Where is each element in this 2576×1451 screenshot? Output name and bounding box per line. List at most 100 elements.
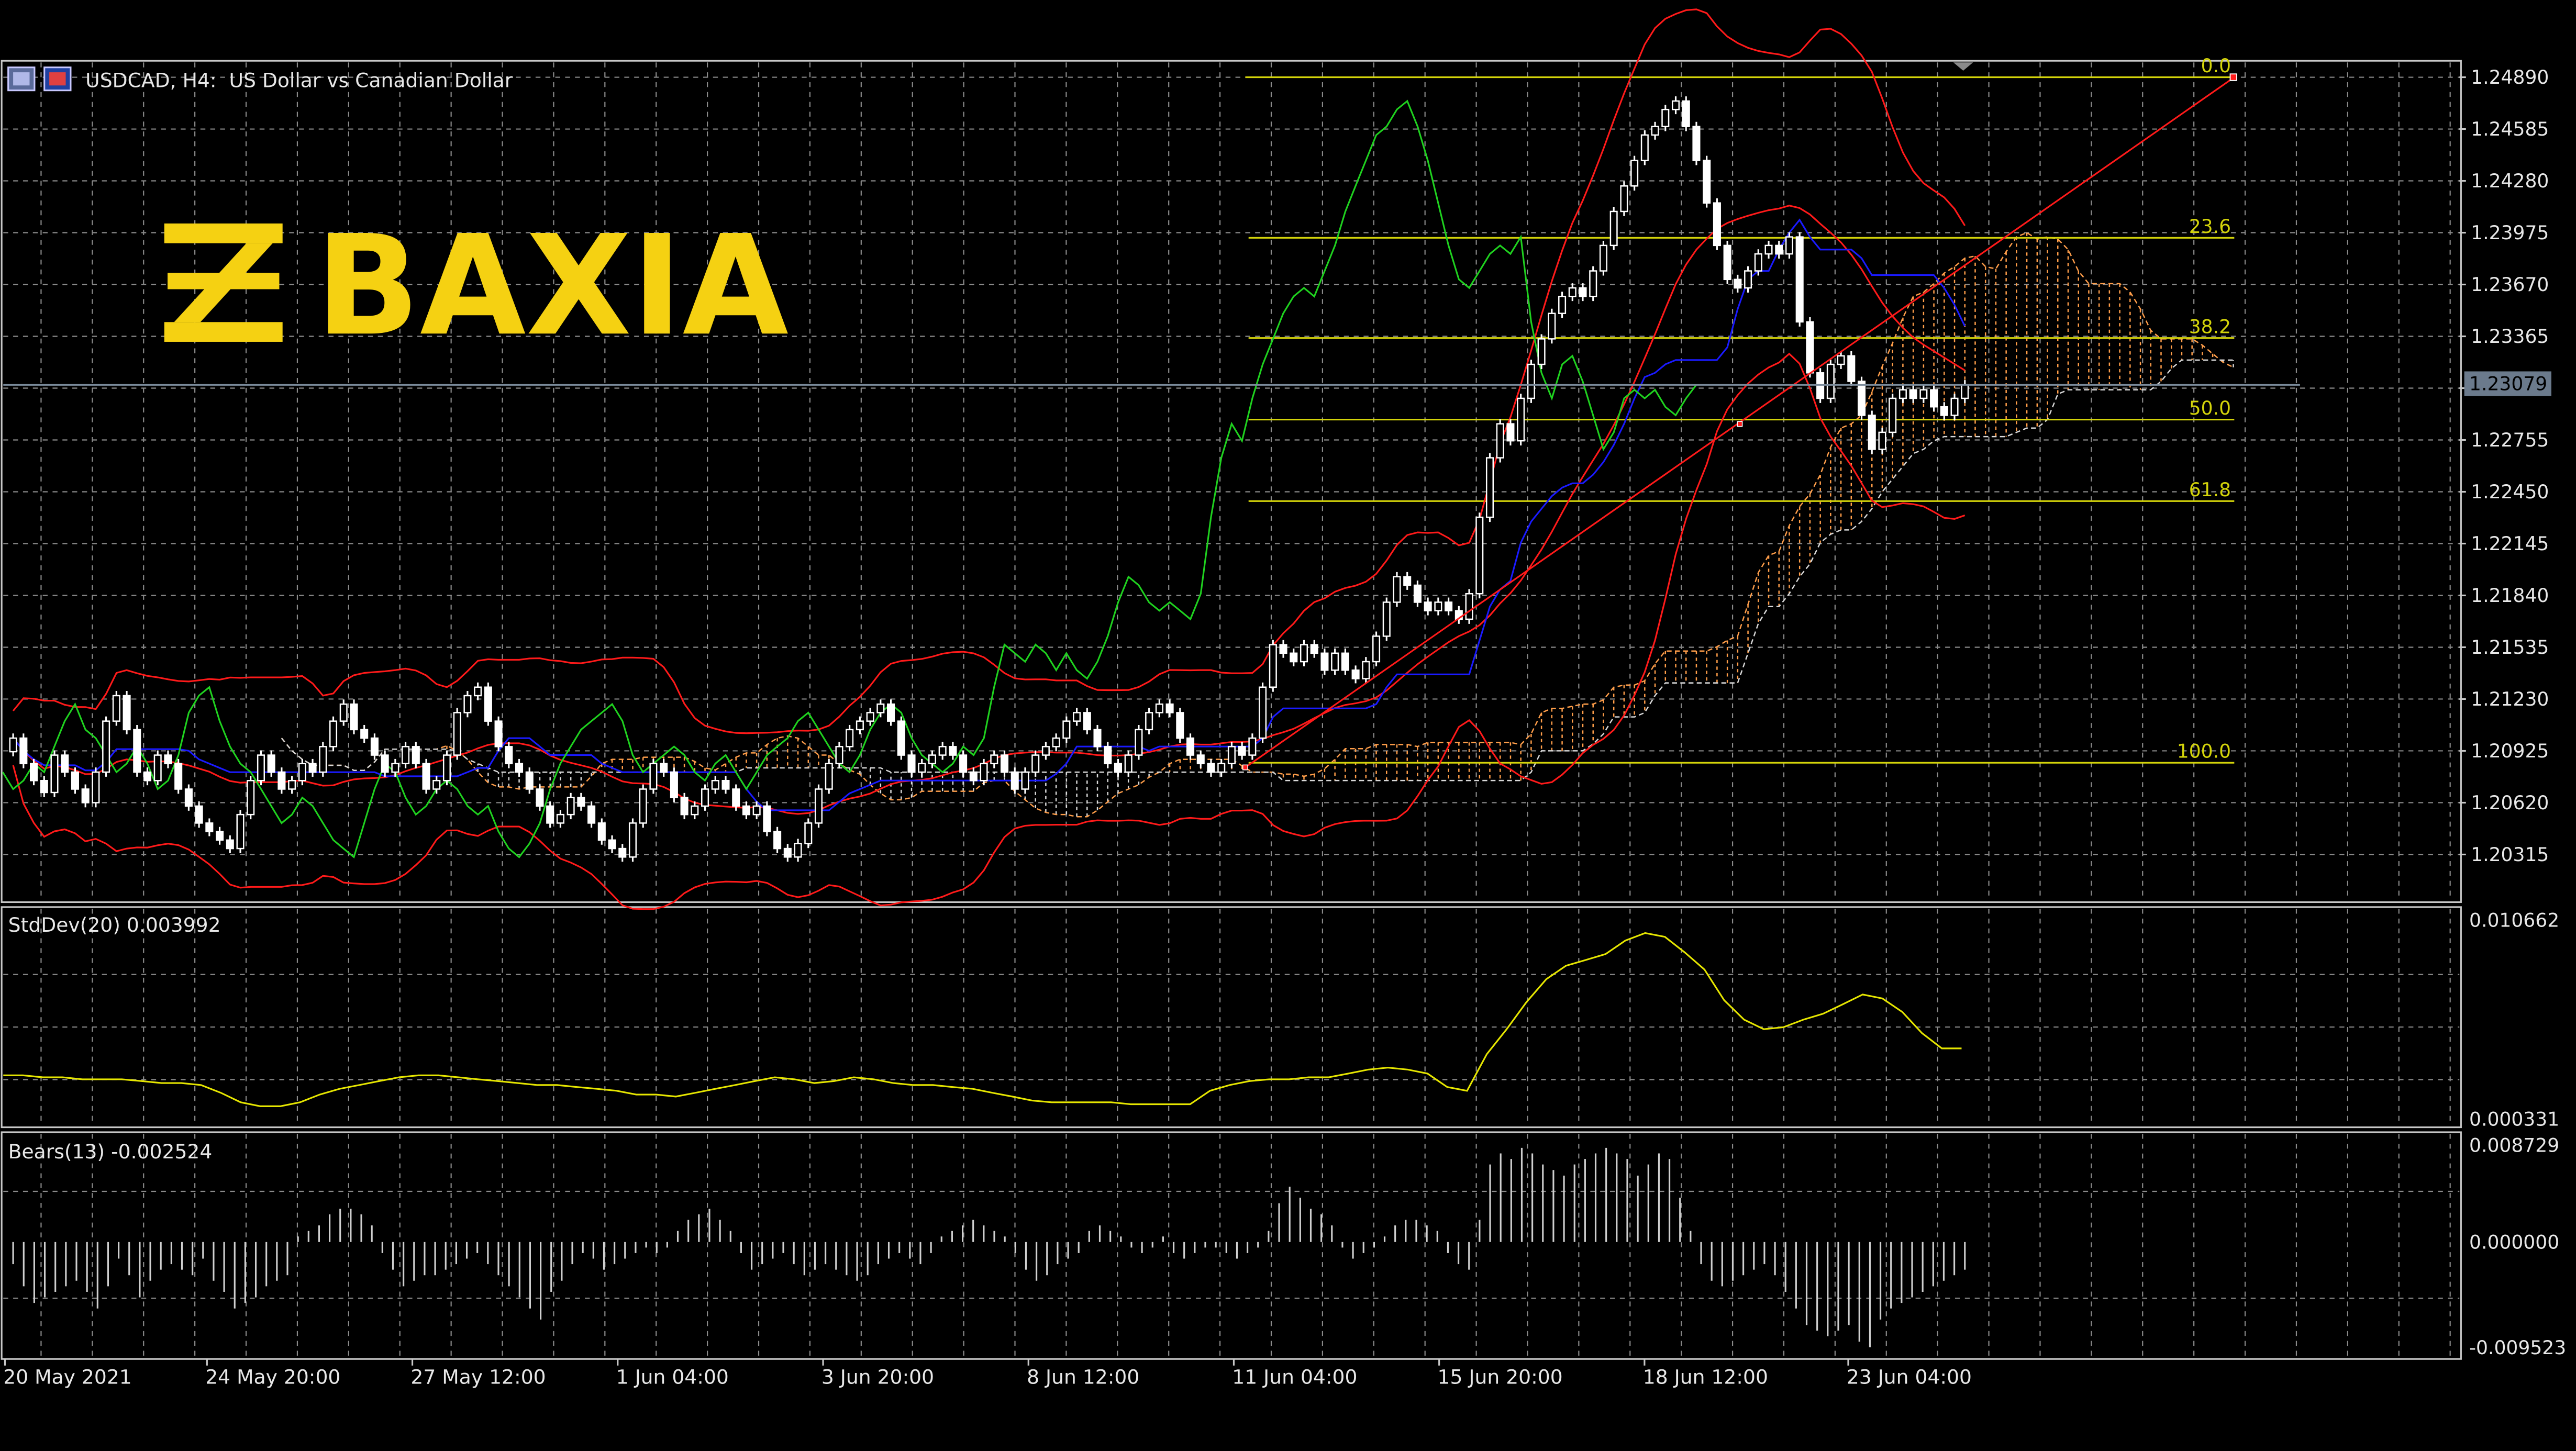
candle-body	[1909, 389, 1917, 399]
candle-body	[1165, 703, 1174, 713]
candle-body	[1434, 601, 1442, 611]
candle-body	[1290, 652, 1298, 663]
candle-body	[608, 839, 616, 850]
candle-body	[350, 703, 358, 731]
candle-body	[474, 686, 482, 697]
candle-body	[505, 746, 513, 765]
bears-axis[interactable]: 0.008729 0.000000 -0.009523	[2469, 1135, 2566, 1359]
ichimoku-chikou-span	[2, 99, 1697, 859]
candle-body	[184, 788, 193, 807]
candle-body	[1919, 389, 1928, 399]
candle-body	[536, 788, 544, 807]
candle-body	[112, 695, 120, 722]
candle-body	[866, 712, 874, 722]
candle-body	[1011, 771, 1019, 790]
chart-shift-marker[interactable]	[1953, 62, 1973, 71]
candle-body	[484, 686, 492, 722]
candle-body	[277, 771, 286, 790]
time-axis-label: 27 May 12:00	[410, 1365, 546, 1388]
candle-body	[1671, 100, 1680, 110]
candle-body	[1558, 295, 1567, 314]
candle-body	[980, 763, 988, 782]
candle-body	[628, 822, 637, 858]
stddev-panel[interactable]	[1, 906, 2462, 1129]
price-axis-label: 1.24890	[2471, 66, 2549, 88]
candle-body	[339, 703, 348, 722]
candle-body	[1000, 754, 1009, 773]
candle-body	[525, 771, 534, 790]
candle-body	[1651, 126, 1659, 136]
candle-body	[1713, 202, 1721, 247]
price-axis-label: 1.20315	[2471, 844, 2549, 866]
price-axis-label: 1.20620	[2471, 792, 2549, 814]
stddev-line	[3, 932, 1962, 1107]
candle-body	[1413, 584, 1422, 603]
candle-body	[195, 805, 203, 824]
candle-body	[442, 754, 451, 782]
candle-body	[1227, 746, 1236, 765]
candle-body	[1248, 737, 1257, 756]
candle-body	[1176, 712, 1184, 739]
candle-body	[1506, 423, 1515, 442]
candle-body	[1599, 244, 1607, 272]
candle-body	[370, 737, 379, 756]
price-axis-label: 1.24280	[2471, 170, 2549, 192]
candle-body	[1744, 270, 1752, 289]
candle-body	[1847, 355, 1856, 382]
candle-body	[1424, 601, 1432, 611]
time-axis[interactable]: 20 May 2021 24 May 20:00 27 May 12:00 1 Jun…	[3, 1359, 1972, 1388]
candle-body	[1062, 720, 1071, 739]
candle-body	[546, 805, 554, 824]
bears-panel[interactable]	[1, 1131, 2462, 1360]
candle-body	[1898, 389, 1907, 399]
candle-body	[19, 737, 28, 765]
candle-body	[732, 788, 740, 807]
time-axis-label: 8 Jun 12:00	[1027, 1365, 1139, 1388]
candle-body	[887, 703, 895, 722]
stddev-axis[interactable]: 0.010662 0.000331	[2469, 910, 2559, 1131]
price-axis-label: 1.21535	[2471, 637, 2549, 658]
candle-body	[1775, 244, 1783, 255]
candle-body	[308, 763, 317, 773]
candle-body	[649, 763, 658, 790]
candle-body	[1104, 746, 1112, 765]
candle-body	[556, 813, 564, 824]
bears-axis-label: 0.000000	[2469, 1231, 2559, 1253]
main-panel[interactable]	[1, 60, 2462, 903]
candle-body	[1692, 126, 1701, 161]
candle-body	[1269, 644, 1277, 688]
candle-body	[990, 754, 998, 765]
candle-body	[1734, 278, 1742, 289]
candle-body	[1537, 338, 1546, 365]
trend-line-midpoint[interactable]	[1737, 421, 1743, 427]
candle-body	[876, 703, 885, 713]
trend-line-start[interactable]	[1242, 764, 1248, 771]
candle-body	[1754, 253, 1762, 272]
candle-body	[1723, 244, 1731, 281]
candle-body	[40, 779, 48, 794]
candle-body	[1485, 457, 1494, 518]
candle-body	[205, 822, 214, 832]
candle-body	[752, 805, 761, 816]
fibonacci-level-label: 38.2	[2189, 316, 2231, 338]
candle-body	[1878, 431, 1886, 450]
candle-body	[1135, 729, 1143, 756]
candle-body	[1052, 737, 1060, 747]
current-price-tag	[2464, 371, 2551, 396]
candle-body	[938, 746, 947, 756]
candle-body	[1527, 363, 1535, 399]
candle-body	[835, 746, 843, 765]
main-price-axis[interactable]: 1.24890 1.24585 1.24280 1.23975 1.23670 1.233…	[2459, 66, 2549, 866]
candle-body	[1073, 712, 1081, 722]
window-icons[interactable]	[7, 66, 72, 92]
candle-body	[1640, 134, 1649, 161]
candle-body	[670, 771, 678, 798]
candle-body	[267, 754, 275, 773]
candle-body	[928, 754, 936, 765]
candle-body	[1548, 312, 1556, 340]
candle-body	[618, 847, 627, 858]
candlesticks	[9, 96, 1969, 862]
trend-line-handle[interactable]	[2229, 73, 2237, 81]
fibonacci-retracement[interactable]: 0.0 23.6 38.2 50.0 61.8 100.0	[1245, 55, 2235, 764]
